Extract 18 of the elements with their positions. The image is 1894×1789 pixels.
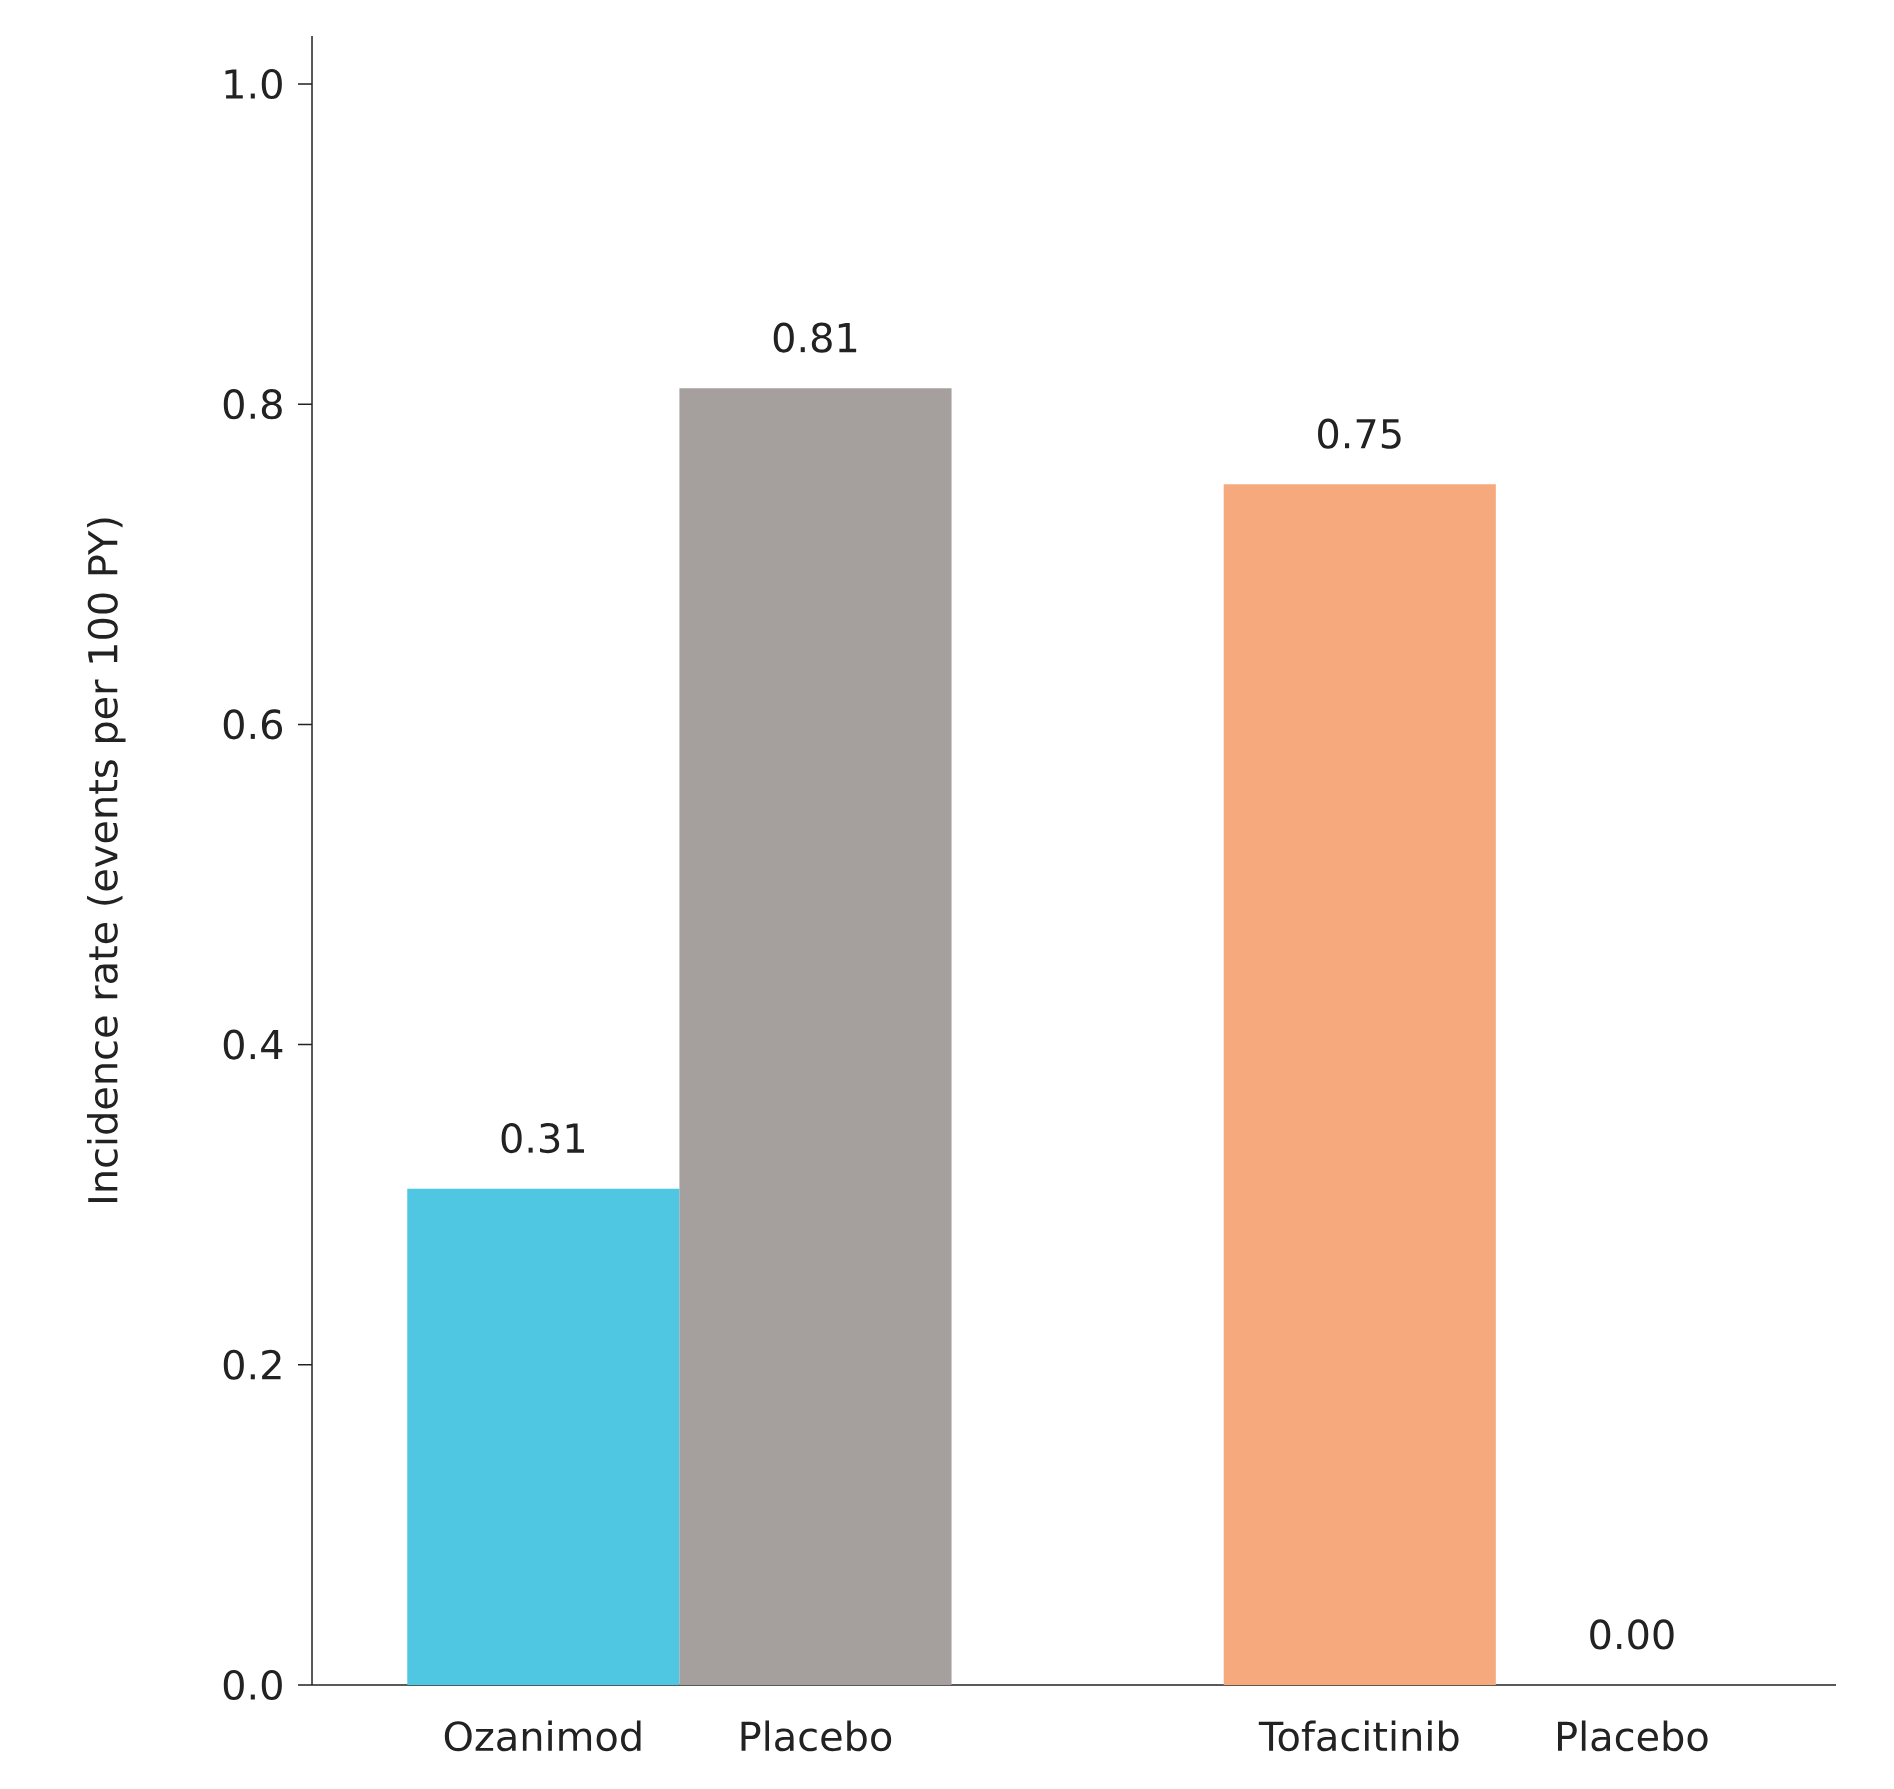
- y-tick-label: 0.8: [223, 389, 282, 420]
- x-tick-label: Placebo: [1558, 1720, 1708, 1752]
- data-label: 0.00: [1590, 1619, 1674, 1650]
- y-tick-label: 0.0: [223, 1669, 282, 1701]
- x-tick-label: Ozanimod: [444, 1720, 641, 1752]
- bar: [1223, 484, 1496, 1685]
- y-axis-title: Incidence rate (events per 100 PY): [87, 518, 126, 1203]
- x-tick-label: Tofacitinib: [1258, 1720, 1459, 1752]
- y-tick-label: 0.6: [223, 709, 283, 740]
- x-tick-label: Placebo: [741, 1720, 892, 1752]
- data-label: 0.31: [501, 1123, 584, 1154]
- y-tick-label: 1.0: [225, 68, 282, 100]
- y-tick-label: 0.2: [223, 1349, 281, 1380]
- bar: [407, 1188, 680, 1685]
- data-label: 0.75: [1318, 418, 1401, 449]
- bar: [679, 388, 952, 1685]
- data-label: 0.81: [773, 322, 857, 353]
- y-tick-label: 0.4: [223, 1029, 283, 1060]
